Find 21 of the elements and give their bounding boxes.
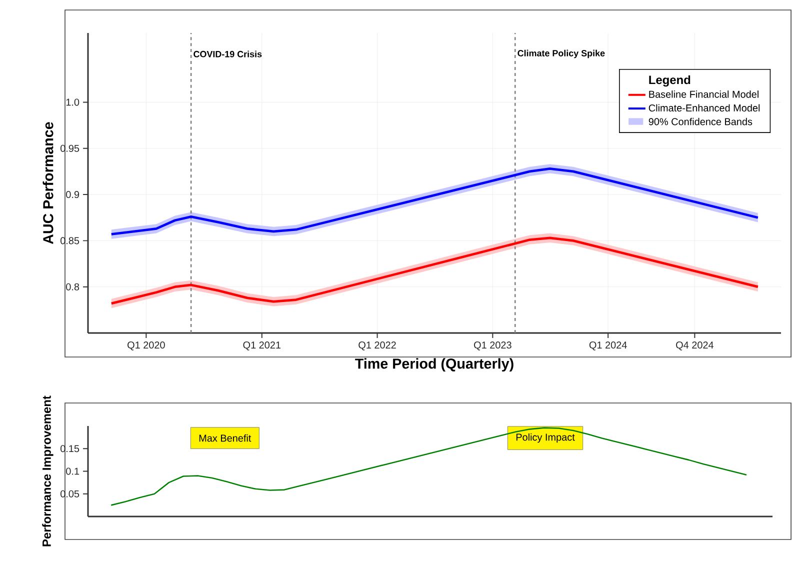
- x-tick-label: Q1 2021: [243, 342, 281, 350]
- x-tick-label: Q4 2024: [676, 342, 714, 350]
- legend-label: Baseline Financial Model: [649, 90, 758, 98]
- y-tick-label: 1.0: [66, 98, 80, 106]
- annotation: Max Benefit: [199, 434, 252, 442]
- y-tick-label: 0.1: [66, 468, 80, 475]
- ref-line-label: COVID-19 Crisis: [194, 50, 262, 58]
- y-tick-label: 0.8: [66, 283, 80, 290]
- x-tick-label: Q1 2024: [589, 342, 627, 350]
- y-tick-label: 0.9: [66, 191, 80, 198]
- ref-line-label: Climate Policy Spike: [518, 50, 605, 58]
- x-tick-label: Q1 2022: [358, 342, 396, 350]
- y-axis-title: Performance Improvement: [42, 396, 54, 546]
- legend-label: Climate-Enhanced Model: [648, 104, 760, 112]
- x-axis-title: Time Period (Quarterly): [355, 358, 514, 372]
- x-tick-label: Q1 2023: [474, 342, 512, 350]
- annotation: Policy Impact: [516, 433, 575, 443]
- x-tick-label: Q1 2020: [128, 342, 165, 350]
- annotation: 90% Confidence Bands: [648, 118, 752, 126]
- y-axis-title: AUC Performance: [42, 122, 54, 244]
- legend-title: Legend: [649, 75, 690, 87]
